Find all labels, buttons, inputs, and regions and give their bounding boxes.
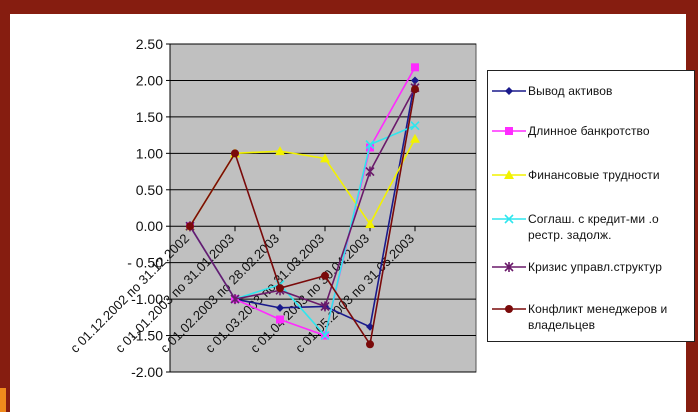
data-point — [321, 271, 329, 280]
data-point — [230, 294, 240, 305]
y-tick-label: - 0.50 — [127, 255, 163, 271]
data-point — [365, 219, 375, 229]
series-line-5 — [189, 87, 416, 308]
data-point — [320, 153, 330, 163]
legend-marker — [505, 87, 513, 95]
series-line-6 — [189, 89, 416, 347]
data-point — [410, 121, 420, 131]
data-point — [366, 340, 374, 349]
legend-label: Вывод активов — [528, 84, 613, 98]
legend: Вывод активов Длинное банкротство Финансов… — [487, 70, 695, 342]
data-point — [276, 315, 284, 324]
legend-marker — [505, 127, 513, 135]
y-tick-label: 1.00 — [136, 145, 163, 161]
data-point — [276, 284, 284, 293]
y-tick-label: 2.50 — [136, 36, 163, 52]
legend-swatch — [492, 262, 526, 272]
legend-label: Кризис управл.структур — [528, 260, 662, 274]
data-point — [320, 330, 330, 341]
data-point — [275, 146, 285, 156]
legend-swatch — [492, 305, 526, 313]
y-tick-label: 0.50 — [136, 182, 163, 198]
legend-swatch — [492, 127, 526, 135]
legend-label: Длинное банкротство — [528, 124, 650, 138]
plot-background — [169, 43, 477, 373]
legend-swatch — [492, 87, 526, 95]
data-point — [410, 133, 420, 143]
legend-marker — [504, 214, 514, 224]
legend-label: Финансовые трудности — [528, 168, 660, 182]
y-tick-label: -1.50 — [131, 328, 163, 344]
legend-label: Соглаш. с кредит-ми .о рестр. задолж. — [528, 212, 659, 242]
data-point — [411, 63, 419, 72]
y-tick-label: 0.00 — [136, 218, 163, 234]
y-tick-label: -1.00 — [131, 291, 163, 307]
data-point — [365, 166, 375, 177]
legend-marker — [504, 262, 514, 272]
y-tick-label: -2.00 — [131, 364, 163, 380]
data-point — [276, 303, 284, 312]
data-point — [365, 140, 375, 150]
data-point — [231, 149, 239, 158]
legend-swatch — [492, 170, 526, 179]
y-tick-label: 1.50 — [136, 109, 163, 125]
data-point — [411, 76, 419, 85]
y-tick-label: 2.00 — [136, 72, 163, 88]
accent-bar — [0, 388, 6, 412]
legend-swatch — [492, 214, 526, 224]
legend-marker — [505, 305, 513, 313]
data-point — [320, 301, 330, 312]
data-point — [411, 85, 419, 94]
legend-marker — [504, 170, 514, 179]
plot-area: 2.50 2.00 1.50 1.00 0.50 0.00 - 0.50 -1.00 -1.50… — [67, 36, 477, 380]
data-point — [186, 222, 194, 231]
legend-label: Конфликт менеджеров и владельцев — [528, 302, 668, 332]
